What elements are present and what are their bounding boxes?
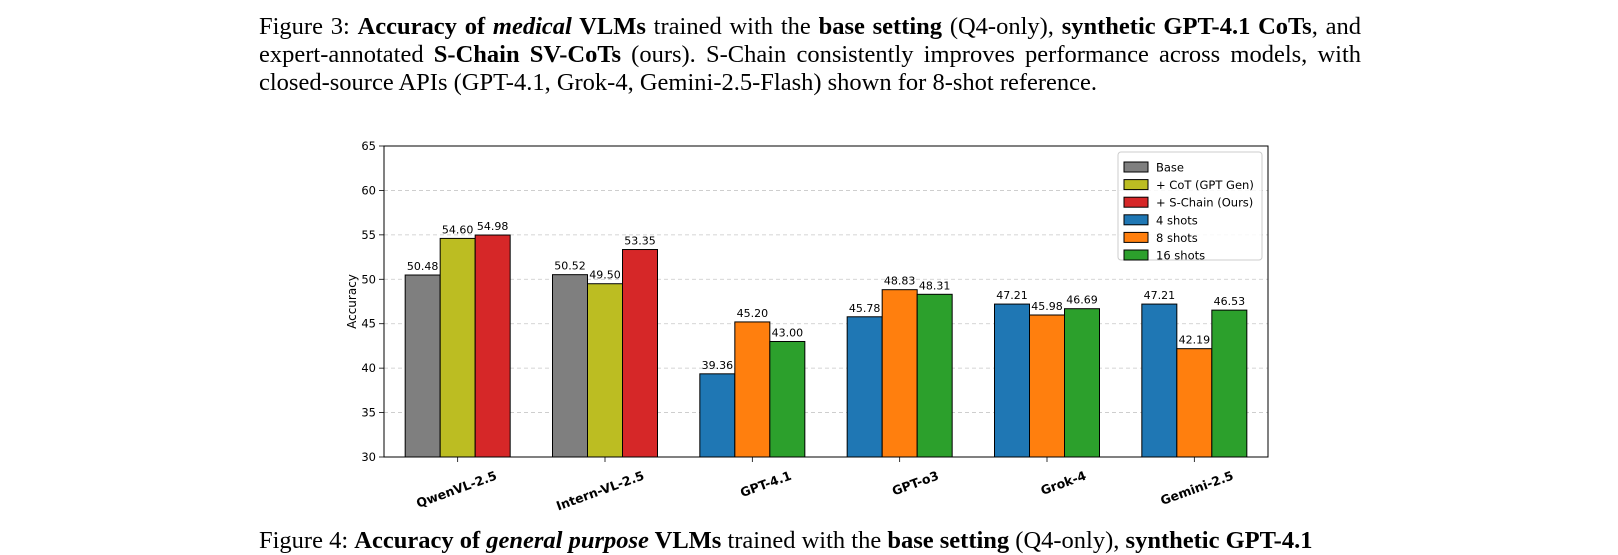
caption-text: VLMs [571, 13, 646, 40]
caption-text: (Q4-only), [942, 13, 1062, 40]
data-label: 53.35 [624, 235, 656, 248]
figure-label: Figure 3: [259, 13, 358, 40]
x-tick-label: Grok-4 [1039, 468, 1089, 498]
caption-text: base setting [887, 527, 1010, 554]
caption-text: trained with the [721, 527, 888, 554]
caption-text: , and expert-annotated [259, 13, 1361, 68]
bar [439, 237, 476, 458]
figure-3-caption: Figure 3: Accuracy of medical VLMs train… [259, 13, 1361, 97]
data-label: 54.60 [442, 223, 474, 236]
bar [404, 274, 441, 458]
legend-entry: 16 shots [1156, 249, 1205, 263]
bar [1064, 308, 1100, 458]
y-axis-label: Accuracy [345, 274, 359, 329]
bar [769, 340, 806, 458]
caption-text: Accuracy of [354, 527, 487, 554]
legend-swatch [1123, 196, 1149, 208]
bar [846, 316, 883, 458]
data-label: 48.83 [884, 275, 916, 288]
caption-text: (Q4-only), [1009, 527, 1126, 554]
data-label: 46.53 [1214, 295, 1246, 308]
caption-text: VLMs [648, 527, 722, 554]
data-label: 39.36 [702, 359, 734, 372]
y-tick-label: 40 [361, 361, 376, 375]
bar [1176, 348, 1213, 458]
bar [916, 293, 953, 458]
caption-text: medical [492, 13, 572, 40]
data-label: 48.31 [919, 279, 951, 292]
y-tick-label: 60 [361, 183, 376, 197]
caption-text: general purpose [486, 527, 649, 554]
legend-box [1117, 151, 1263, 261]
legend-entry: 4 shots [1156, 213, 1198, 227]
bar [734, 321, 771, 458]
caption-text: (ours). S-Chain consistently improves pe… [259, 41, 1362, 96]
bar [1141, 303, 1178, 458]
data-label: 50.48 [407, 260, 439, 273]
bar [474, 234, 511, 458]
bar [994, 303, 1030, 458]
data-label: 43.00 [772, 326, 804, 339]
plot-frame [383, 145, 1269, 458]
caption-text: synthetic GPT-4.1 CoTs [1061, 13, 1312, 40]
data-label: 54.98 [477, 220, 509, 233]
legend-swatch [1123, 214, 1149, 226]
caption-text: synthetic GPT-4.1 [1125, 527, 1313, 554]
legend-entry: 8 shots [1156, 231, 1198, 245]
data-label: 50.52 [554, 260, 586, 273]
y-tick-label: 65 [361, 139, 376, 153]
y-tick-label: 30 [361, 450, 376, 464]
y-tick-label: 55 [361, 228, 376, 242]
legend-entry: + CoT (GPT Gen) [1156, 178, 1254, 192]
bar [1029, 314, 1065, 458]
bar [699, 373, 736, 458]
y-tick-label: 45 [361, 317, 376, 331]
legend-swatch [1123, 179, 1149, 191]
figure-label: Figure 4: [259, 527, 355, 554]
x-tick-label: GPT-o3 [890, 468, 941, 499]
data-label: 45.98 [1031, 300, 1063, 313]
legend-entry: + S-Chain (Ours) [1156, 196, 1253, 210]
caption-text: trained with the [645, 13, 819, 40]
data-label: 49.50 [589, 269, 621, 282]
legend-swatch [1123, 161, 1149, 173]
bar [622, 249, 658, 458]
caption-text: S-Chain SV-CoTs [433, 41, 621, 68]
data-label: 42.19 [1179, 334, 1211, 347]
legend-swatch [1123, 249, 1149, 261]
y-tick-label: 50 [361, 272, 376, 286]
legend-entry: Base [1156, 161, 1184, 175]
figure-4-caption: Figure 4: Accuracy of general purpose VL… [259, 527, 1361, 555]
data-label: 45.20 [737, 307, 769, 320]
data-label: 46.69 [1066, 294, 1098, 307]
bar [881, 289, 918, 458]
y-tick-label: 35 [361, 406, 376, 420]
x-tick-label: GPT-4.1 [738, 468, 793, 500]
bar [587, 283, 623, 458]
data-label: 47.21 [1144, 289, 1176, 302]
x-tick-label: QwenVL-2.5 [414, 468, 499, 511]
x-tick-label: Gemini-2.5 [1158, 468, 1235, 508]
legend-swatch [1123, 231, 1149, 243]
data-label: 47.21 [996, 289, 1028, 302]
bar-chart: 30 35 40 45 50 55 60 65 Accuracy 50.48 54.60 54.98 Q… [345, 139, 1269, 514]
caption-text: Accuracy of [357, 13, 493, 40]
x-tick-label: Intern-VL-2.5 [554, 468, 646, 514]
data-label: 45.78 [849, 302, 881, 315]
bar [552, 274, 588, 458]
bar [1211, 309, 1248, 458]
caption-text: base setting [818, 13, 943, 40]
